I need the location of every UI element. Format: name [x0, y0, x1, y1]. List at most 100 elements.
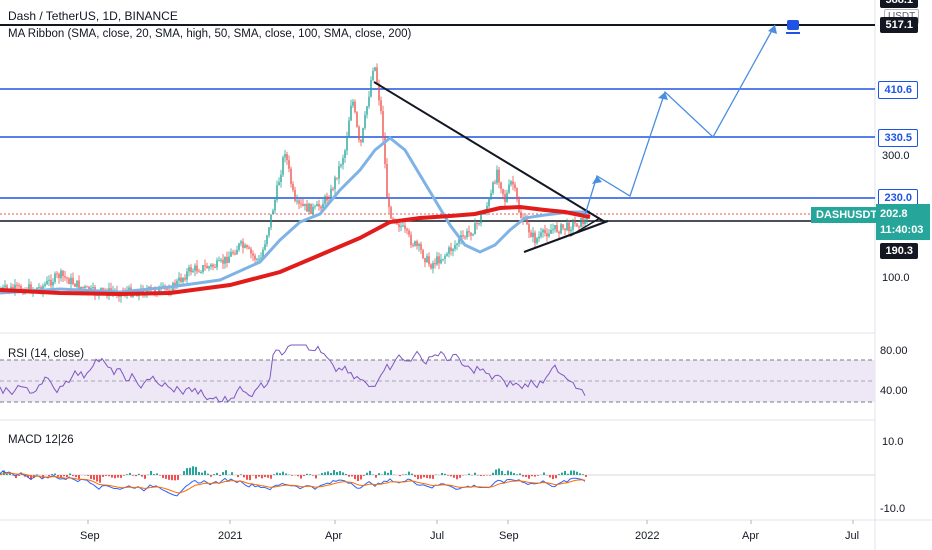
- macd-histogram-bar: [468, 473, 470, 475]
- candle-body: [128, 287, 130, 292]
- candle-body: [492, 182, 494, 194]
- macd-line: [0, 470, 586, 497]
- ma-ribbon-legend[interactable]: MA Ribbon (SMA, close, 20, SMA, high, 50…: [8, 28, 412, 40]
- candle-body: [246, 245, 248, 248]
- candle-body: [446, 253, 448, 256]
- macd-histogram-bar: [429, 475, 431, 479]
- candle-body: [176, 280, 178, 288]
- candle-body: [172, 282, 174, 294]
- candle-body: [186, 271, 188, 280]
- macd-histogram-bar: [441, 472, 443, 475]
- rsi-tick-40: 40.00: [880, 385, 908, 397]
- candle-body: [86, 286, 88, 288]
- candle-body: [258, 258, 260, 260]
- macd-histogram-bar: [519, 473, 521, 475]
- candle-body: [70, 277, 72, 285]
- macd-signal-line: [0, 472, 586, 494]
- candle-body: [236, 249, 238, 255]
- candle-body: [380, 100, 382, 112]
- macd-histogram-bar: [183, 471, 185, 475]
- symbol-tag: DASHUSDT: [811, 207, 883, 223]
- candle-body: [92, 287, 94, 289]
- macd-histogram-bar: [417, 475, 419, 480]
- time-label-apr: Apr: [325, 530, 343, 542]
- candle-body: [308, 203, 310, 212]
- candle-body: [360, 139, 362, 143]
- candle-body: [442, 258, 444, 260]
- macd-histogram-bar: [135, 475, 137, 477]
- macd-histogram-bar: [579, 473, 581, 475]
- macd-histogram-bar: [432, 475, 434, 479]
- macd-histogram-bar: [255, 475, 257, 479]
- candle-body: [198, 271, 200, 273]
- candle-body: [300, 203, 302, 205]
- macd-histogram-bar: [177, 475, 179, 480]
- macd-histogram-bar: [525, 475, 527, 478]
- macd-histogram-bar: [504, 474, 506, 475]
- price-tick-100: 100.0: [882, 272, 910, 284]
- macd-histogram-bar: [27, 475, 29, 478]
- candle-body: [284, 154, 286, 158]
- candle-body: [558, 231, 560, 234]
- macd-histogram-bar: [102, 475, 104, 477]
- macd-histogram-bar: [60, 475, 62, 478]
- candle-body: [318, 203, 320, 207]
- candle-body: [316, 203, 318, 207]
- macd-histogram-bar: [252, 475, 254, 476]
- candle-body: [366, 106, 368, 115]
- macd-histogram-bar: [66, 475, 68, 478]
- candle-body: [528, 224, 530, 233]
- candle-body: [406, 228, 408, 231]
- candle-body: [422, 250, 424, 259]
- candle-body: [348, 120, 350, 137]
- macd-histogram-bar: [561, 472, 563, 475]
- candle-body: [382, 111, 384, 138]
- macd-histogram-bar: [99, 475, 101, 483]
- macd-histogram-bar: [9, 473, 11, 475]
- candle-body: [500, 182, 502, 190]
- macd-histogram-bar: [138, 473, 140, 475]
- candle-body: [76, 280, 78, 287]
- macd-histogram-bar: [585, 475, 587, 477]
- candle-body: [570, 229, 572, 232]
- macd-histogram-bar: [36, 474, 38, 475]
- macd-histogram-bar: [207, 473, 209, 475]
- candle-body: [220, 259, 222, 261]
- macd-histogram-bar: [141, 475, 143, 477]
- macd-histogram-bar: [18, 475, 20, 476]
- candle-body: [566, 222, 568, 230]
- candle-body: [188, 267, 190, 272]
- candle-body: [390, 207, 392, 219]
- candle-body: [100, 287, 102, 291]
- macd-histogram-bar: [159, 475, 161, 476]
- candle-body: [572, 222, 574, 230]
- rsi-title[interactable]: RSI (14, close): [8, 348, 85, 360]
- candle-body: [580, 217, 582, 227]
- candle-body: [194, 265, 196, 271]
- price-label-top: 588.1: [880, 0, 918, 8]
- macd-histogram-bar: [444, 473, 446, 475]
- candle-body: [512, 181, 514, 185]
- candle-body: [256, 259, 258, 261]
- macd-histogram-bar: [144, 475, 146, 479]
- macd-histogram-bar: [378, 473, 380, 475]
- macd-histogram-bar: [93, 475, 95, 480]
- macd-histogram-bar: [366, 472, 368, 475]
- time-label-jul-2: Jul: [845, 530, 860, 542]
- price-label-230: 230.0: [878, 189, 918, 207]
- candle-body: [494, 182, 496, 184]
- macd-histogram-bar: [273, 474, 275, 475]
- candle-body: [234, 253, 236, 255]
- candle-body: [510, 181, 512, 185]
- candle-body: [166, 288, 168, 291]
- candle-body: [298, 200, 300, 204]
- candle-body: [432, 263, 434, 269]
- macd-histogram-bar: [276, 472, 278, 475]
- macd-histogram-bar: [330, 472, 332, 475]
- macd-histogram-bar: [558, 474, 560, 475]
- candle-body: [192, 270, 194, 273]
- macd-title[interactable]: MACD 12|26: [8, 434, 74, 446]
- price-label-190: 190.3: [880, 243, 918, 259]
- candle-body: [418, 244, 420, 246]
